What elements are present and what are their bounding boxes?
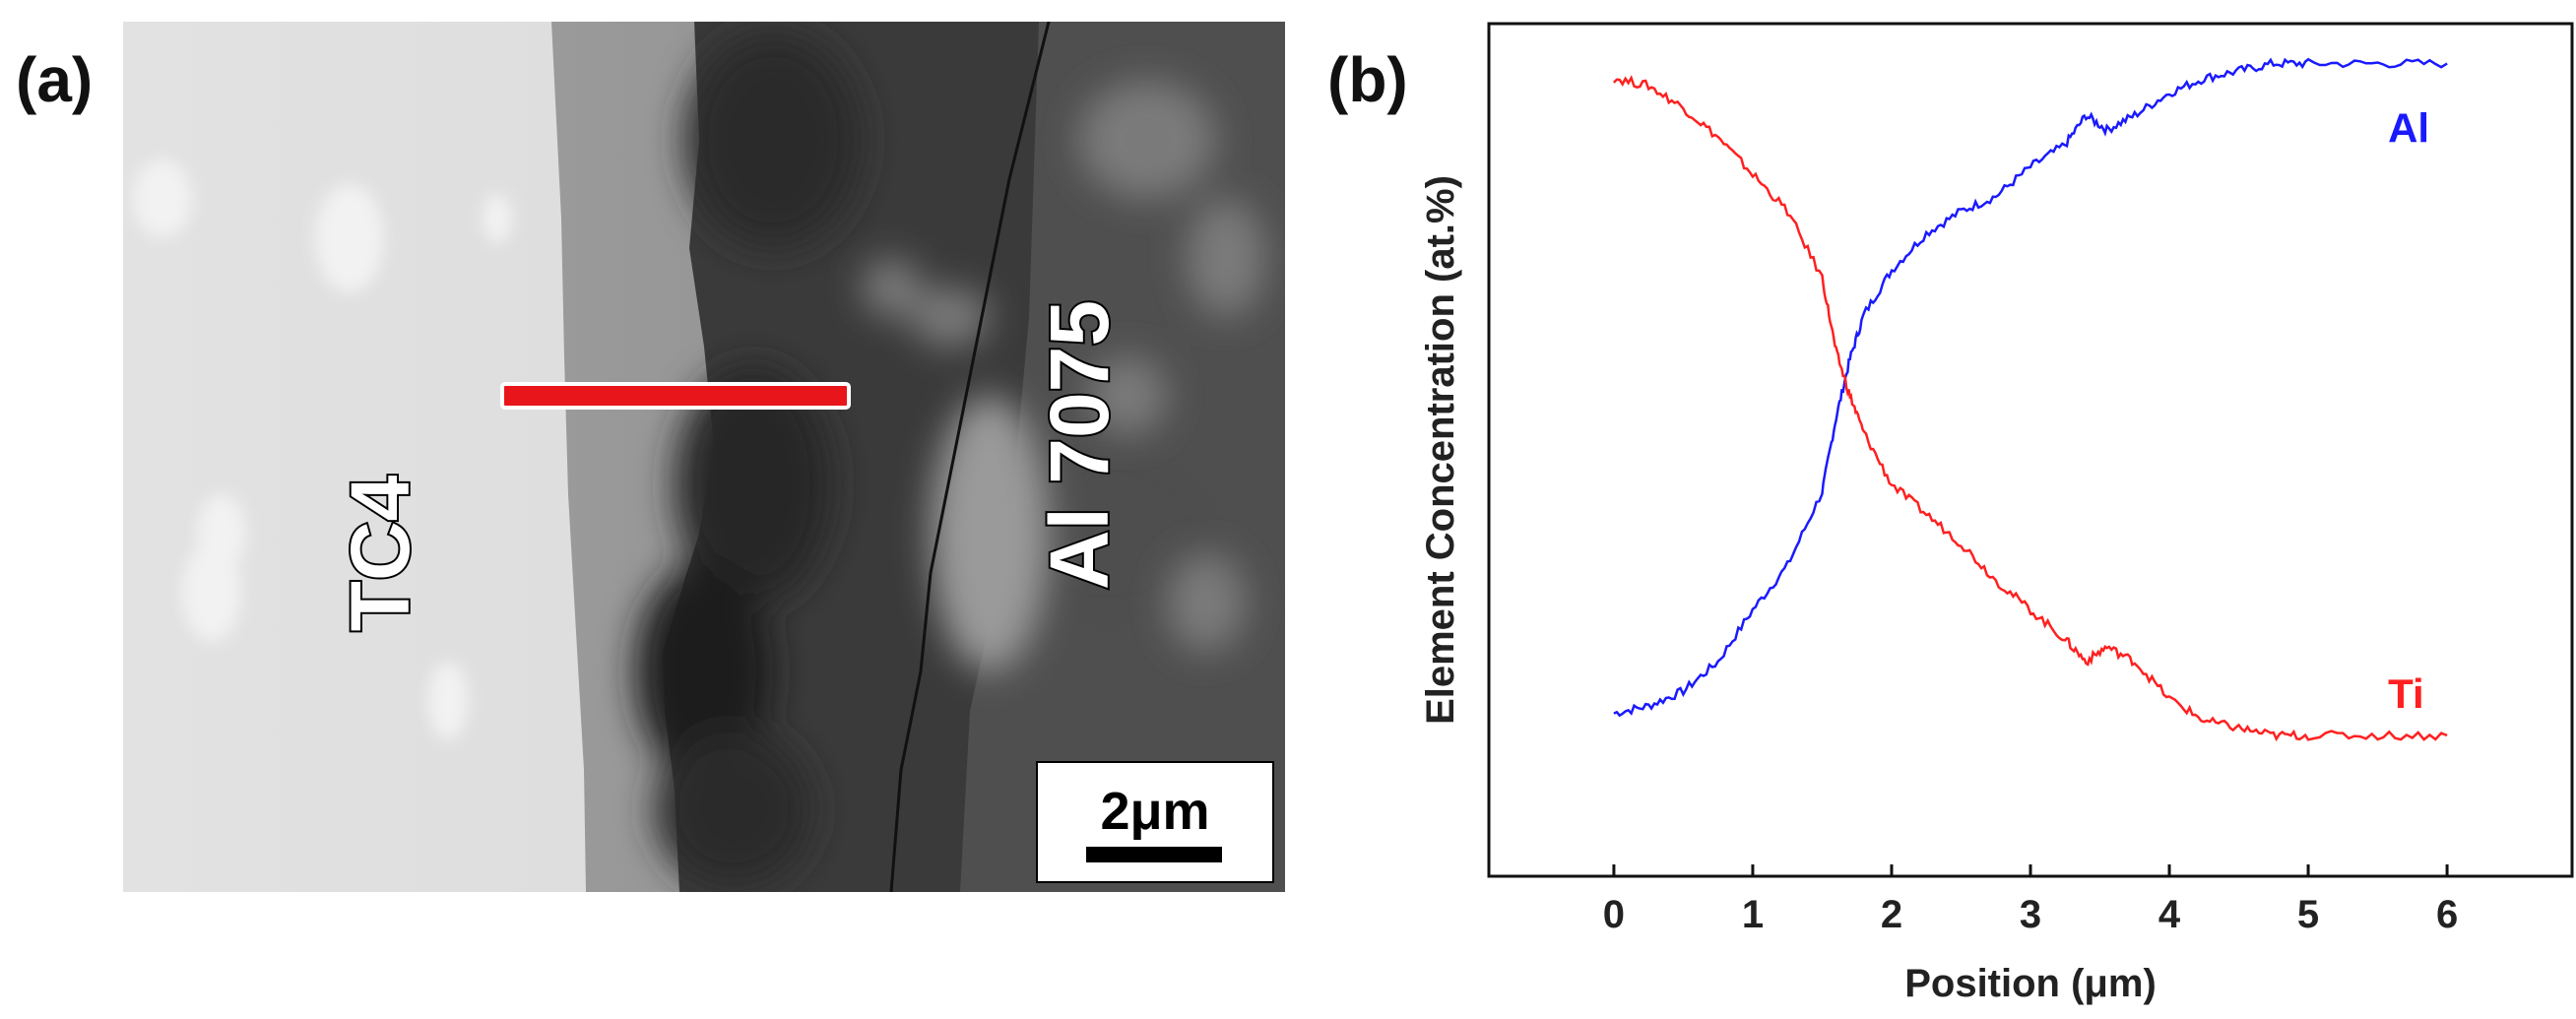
line-scan-marker (500, 382, 851, 410)
x-tick-label: 0 (1603, 893, 1625, 936)
label-tc4: TC4 (334, 475, 426, 631)
x-tick-label: 6 (2436, 893, 2458, 936)
panel-label-a: (a) (16, 44, 94, 115)
line-scan-chart: 0 1 2 3 4 5 6 Al Ti Position (μm) Element Conce… (1418, 22, 2576, 1019)
series-line-al (1613, 57, 2448, 718)
plot-frame (1487, 22, 2574, 878)
series-line-ti (1613, 75, 2448, 742)
y-axis-title: Element Concentration (at.%) (1419, 175, 1462, 725)
panel-label-b: (b) (1327, 44, 1408, 115)
tc4-texture (133, 159, 512, 740)
scale-bar-label: 2μm (1100, 782, 1209, 841)
x-tick-label: 3 (2020, 893, 2041, 936)
x-tick-label: 1 (1742, 893, 1764, 936)
precipitates (862, 81, 1265, 671)
crack (889, 22, 1051, 892)
series-label-al: Al (2388, 105, 2429, 152)
x-tick-label: 4 (2158, 893, 2181, 936)
sem-micrograph: TC4 Al 7075 2μm (123, 22, 1285, 892)
x-tick-label: 2 (1881, 893, 1902, 936)
label-al7075: Al 7075 (1033, 300, 1126, 590)
series-group: Al Ti (1613, 57, 2448, 742)
x-axis-title: Position (μm) (1904, 962, 2157, 1005)
x-tick-label: 5 (2297, 893, 2319, 936)
series-label-ti: Ti (2388, 670, 2424, 717)
scale-bar (1086, 847, 1222, 862)
x-axis-ticks: 0 1 2 3 4 5 6 (1603, 864, 2458, 936)
